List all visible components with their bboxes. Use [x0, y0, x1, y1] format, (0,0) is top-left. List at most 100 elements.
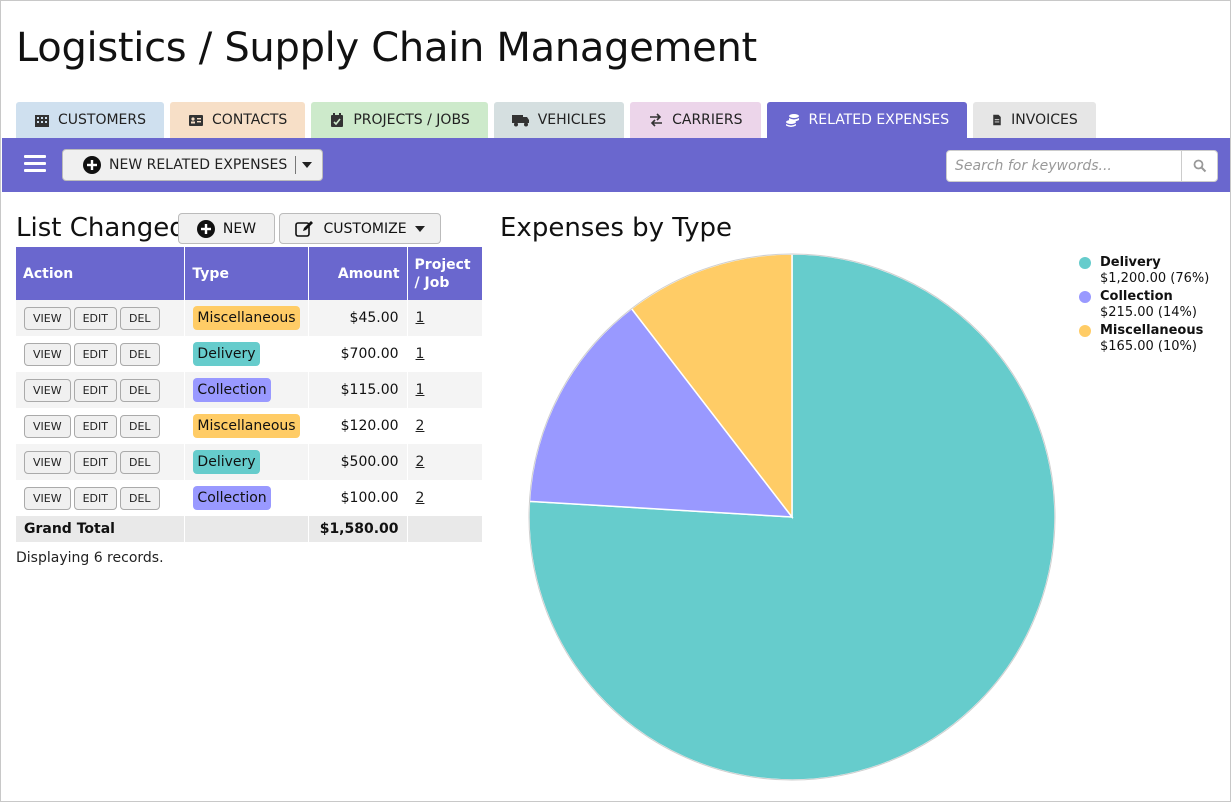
project-link[interactable]: 2: [415, 490, 425, 506]
expenses-pie-chart: [528, 253, 1056, 781]
row-actions: VIEW EDIT DEL: [16, 336, 186, 372]
grand-total-row: Grand Total $1,580.00: [16, 516, 482, 542]
type-badge: Miscellaneous: [193, 414, 300, 438]
records-count: Displaying 6 records.: [16, 550, 164, 566]
row-actions: VIEW EDIT DEL: [16, 480, 186, 516]
customize-button[interactable]: CUSTOMIZE: [279, 213, 441, 244]
table-row: VIEW EDIT DEL Collection $115.00 1: [16, 372, 482, 408]
tab-projects-jobs[interactable]: PROJECTS / JOBS: [311, 102, 488, 138]
exchange-icon: [650, 113, 663, 127]
type-cell: Delivery: [184, 444, 309, 480]
type-badge: Delivery: [193, 342, 260, 366]
tab-contacts[interactable]: CONTACTS: [170, 102, 306, 138]
chart-title: Expenses by Type: [500, 213, 733, 243]
delete-button[interactable]: DEL: [120, 378, 160, 402]
amount-cell: $120.00: [308, 408, 408, 444]
column-header-type[interactable]: Type: [184, 247, 309, 300]
project-link[interactable]: 1: [415, 346, 425, 362]
chart-legend: Delivery $1,200.00 (76%) Collection $215.00…: [1079, 255, 1209, 357]
type-cell: Miscellaneous: [184, 300, 309, 336]
amount-cell: $500.00: [308, 444, 408, 480]
delete-button[interactable]: DEL: [120, 486, 160, 510]
type-cell: Miscellaneous: [184, 408, 309, 444]
delete-button[interactable]: DEL: [120, 414, 160, 438]
column-header-project-job[interactable]: Project / Job: [407, 247, 482, 300]
amount-cell: $115.00: [308, 372, 408, 408]
project-link[interactable]: 1: [415, 382, 425, 398]
tab-related-expenses[interactable]: RELATED EXPENSES: [766, 102, 968, 138]
legend-value: $1,200.00 (76%): [1100, 271, 1210, 286]
project-link[interactable]: 2: [415, 418, 425, 434]
table-header-row: Action Type Amount Project / Job: [16, 247, 482, 300]
split-divider: [295, 156, 297, 174]
plus-circle-icon: [196, 219, 215, 238]
new-button-label: NEW RELATED EXPENSES: [109, 157, 288, 173]
view-button[interactable]: VIEW: [24, 378, 71, 402]
tab-label: CUSTOMERS: [58, 112, 147, 128]
legend-swatch: [1079, 257, 1091, 269]
table-row: VIEW EDIT DEL Miscellaneous $45.00 1: [16, 300, 482, 336]
tab-label: CARRIERS: [672, 112, 743, 128]
table-row: VIEW EDIT DEL Delivery $500.00 2: [16, 444, 482, 480]
search-button[interactable]: [1181, 151, 1217, 181]
legend-item[interactable]: Delivery $1,200.00 (76%): [1079, 255, 1209, 287]
row-actions: VIEW EDIT DEL: [16, 372, 186, 408]
edit-button[interactable]: EDIT: [73, 450, 117, 474]
calendar-check-icon: [331, 113, 344, 127]
view-button[interactable]: VIEW: [24, 306, 71, 330]
caret-down-icon[interactable]: [302, 162, 313, 168]
tab-customers[interactable]: CUSTOMERS: [16, 102, 165, 138]
new-button[interactable]: NEW: [178, 213, 275, 244]
id-card-icon: [189, 115, 204, 126]
view-button[interactable]: VIEW: [24, 486, 71, 510]
legend-value: $165.00 (10%): [1100, 339, 1197, 354]
legend-item[interactable]: Miscellaneous $165.00 (10%): [1079, 323, 1209, 355]
search-icon: [1193, 159, 1206, 173]
legend-label: Delivery: [1100, 255, 1161, 270]
tab-label: RELATED EXPENSES: [808, 112, 950, 128]
module-tabs: CUSTOMERS CONTACTS PROJECTS / JOBS: [16, 102, 1102, 138]
view-button[interactable]: VIEW: [24, 342, 71, 366]
edit-button[interactable]: EDIT: [73, 486, 117, 510]
column-header-action[interactable]: Action: [16, 247, 186, 300]
hamburger-menu-icon[interactable]: [24, 155, 46, 175]
tab-invoices[interactable]: INVOICES: [973, 102, 1096, 138]
project-link[interactable]: 2: [415, 454, 425, 470]
edit-button[interactable]: EDIT: [73, 342, 117, 366]
table-row: VIEW EDIT DEL Miscellaneous $120.00 2: [16, 408, 482, 444]
legend-label: Miscellaneous: [1100, 323, 1204, 338]
table-row: VIEW EDIT DEL Delivery $700.00 1: [16, 336, 482, 372]
table-row: VIEW EDIT DEL Collection $100.00 2: [16, 480, 482, 516]
edit-icon: [295, 220, 314, 237]
delete-button[interactable]: DEL: [120, 306, 160, 330]
legend-swatch: [1079, 291, 1091, 303]
amount-cell: $45.00: [308, 300, 408, 336]
type-cell: Collection: [184, 372, 309, 408]
edit-button[interactable]: EDIT: [73, 378, 117, 402]
delete-button[interactable]: DEL: [120, 342, 160, 366]
tab-vehicles[interactable]: VEHICLES: [493, 102, 625, 138]
delete-button[interactable]: DEL: [120, 450, 160, 474]
column-header-amount[interactable]: Amount: [308, 247, 408, 300]
tab-label: CONTACTS: [212, 112, 288, 128]
view-button[interactable]: VIEW: [24, 414, 71, 438]
edit-button[interactable]: EDIT: [73, 306, 117, 330]
plus-circle-icon: [83, 156, 101, 174]
grand-total-label: Grand Total: [16, 516, 186, 542]
search-input[interactable]: [947, 151, 1181, 181]
type-cell: Collection: [184, 480, 309, 516]
project-link[interactable]: 1: [415, 310, 425, 326]
legend-item[interactable]: Collection $215.00 (14%): [1079, 289, 1209, 321]
view-button[interactable]: VIEW: [24, 450, 71, 474]
new-related-expenses-button[interactable]: NEW RELATED EXPENSES: [62, 149, 323, 181]
new-button-label: NEW: [222, 220, 257, 237]
project-cell: 2: [407, 408, 482, 444]
coins-icon: [785, 114, 799, 127]
tab-carriers[interactable]: CARRIERS: [630, 102, 761, 138]
edit-button[interactable]: EDIT: [73, 414, 117, 438]
legend-label: Collection: [1100, 289, 1173, 304]
project-cell: 1: [407, 372, 482, 408]
row-actions: VIEW EDIT DEL: [16, 300, 186, 336]
building-icon: [35, 115, 49, 127]
